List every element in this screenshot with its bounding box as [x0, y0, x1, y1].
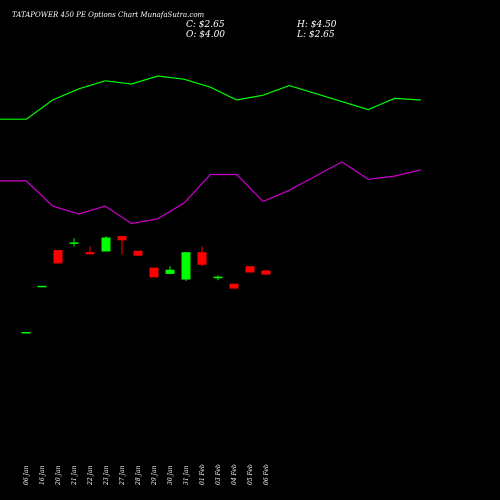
- x-tick-label: 28 Jan: [135, 465, 142, 486]
- candle-body: [245, 266, 255, 273]
- x-tick-label: 06 Jan: [23, 465, 30, 485]
- x-tick-label: 27 Jan: [119, 465, 126, 486]
- candle-body: [85, 252, 95, 255]
- candle-5: [101, 236, 111, 252]
- close-price: C: $2.65: [186, 20, 225, 30]
- upper-indicator-line: [0, 75, 421, 120]
- candle-15: [261, 270, 271, 275]
- candle-8: [149, 267, 159, 278]
- x-tick-label: 21 Jan: [71, 465, 78, 486]
- x-tick-label: 04 Feb: [231, 464, 238, 485]
- candle-body: [261, 270, 271, 275]
- candle-10: [181, 252, 191, 281]
- candle-13: [229, 283, 239, 289]
- x-tick-label: 29 Jan: [151, 465, 158, 486]
- x-tick-label: 20 Jan: [55, 465, 62, 486]
- candle-1: [37, 285, 47, 288]
- candle-body: [229, 283, 239, 289]
- candle-body: [213, 276, 223, 279]
- candle-body: [37, 285, 47, 288]
- x-tick-label: 03 Feb: [215, 464, 222, 485]
- high-price: H: $4.50: [297, 20, 337, 30]
- candle-body: [117, 236, 127, 241]
- candle-2: [53, 250, 63, 264]
- candle-7: [133, 250, 143, 256]
- lower-indicator-line: [0, 161, 421, 225]
- candle-body: [149, 267, 159, 278]
- low-price: L: $2.65: [297, 30, 335, 40]
- candle-body: [21, 332, 31, 334]
- x-tick-label: 30 Jan: [167, 465, 174, 485]
- x-tick-label: 31 Jan: [183, 465, 190, 485]
- candle-12: [213, 275, 223, 281]
- candle-body: [133, 250, 143, 256]
- x-tick-label: 23 Jan: [103, 465, 110, 486]
- candle-4: [85, 246, 95, 255]
- x-tick-label: 16 Jan: [39, 465, 46, 485]
- open-price: O: $4.00: [186, 30, 226, 40]
- candle-14: [245, 266, 255, 273]
- candle-body: [69, 242, 79, 244]
- candle-body: [181, 252, 191, 280]
- candles: [21, 236, 271, 334]
- candle-0: [21, 332, 31, 334]
- candle-body: [165, 269, 175, 274]
- candle-body: [197, 252, 207, 265]
- chart-title: TATAPOWER 450 PE Options Chart MunafaSut…: [12, 11, 205, 19]
- x-tick-label: 22 Jan: [87, 465, 94, 486]
- x-tick-label: 05 Feb: [247, 464, 254, 485]
- x-tick-label: 01 Feb: [199, 464, 206, 485]
- x-axis-labels: 06 Jan 16 Jan 20 Jan 21 Jan 22 Jan 23 Jan 27 J…: [23, 464, 270, 486]
- candle-11: [197, 246, 207, 267]
- candle-body: [101, 237, 111, 252]
- candle-9: [165, 266, 175, 274]
- candle-3: [69, 238, 79, 247]
- candle-6: [117, 236, 127, 255]
- x-tick-label: 06 Feb: [263, 464, 270, 485]
- candle-body: [53, 250, 63, 264]
